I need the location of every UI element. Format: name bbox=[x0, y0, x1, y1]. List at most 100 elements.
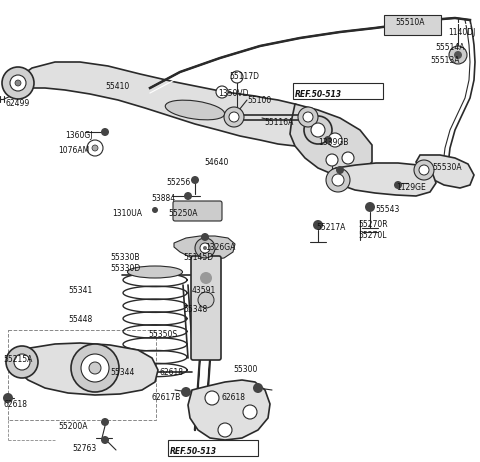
Text: 43591: 43591 bbox=[192, 286, 216, 295]
Text: 55513A: 55513A bbox=[430, 56, 459, 65]
Circle shape bbox=[394, 181, 402, 189]
Text: 1076AM: 1076AM bbox=[58, 146, 89, 155]
Text: 55256: 55256 bbox=[166, 178, 190, 187]
Circle shape bbox=[10, 75, 26, 91]
Text: REF.50-513: REF.50-513 bbox=[170, 447, 217, 456]
Text: 62618: 62618 bbox=[222, 393, 246, 402]
Circle shape bbox=[198, 292, 214, 308]
Circle shape bbox=[184, 192, 192, 200]
Circle shape bbox=[216, 86, 228, 98]
Text: 55530A: 55530A bbox=[432, 163, 462, 172]
Circle shape bbox=[81, 354, 109, 382]
Circle shape bbox=[89, 362, 101, 374]
Circle shape bbox=[152, 207, 158, 213]
Circle shape bbox=[304, 116, 332, 144]
Text: 55270L: 55270L bbox=[358, 231, 386, 240]
Text: 62617B: 62617B bbox=[152, 393, 181, 402]
Text: 55250A: 55250A bbox=[168, 209, 197, 218]
Text: REF.50-513: REF.50-513 bbox=[295, 90, 342, 99]
FancyBboxPatch shape bbox=[293, 83, 383, 99]
Circle shape bbox=[336, 166, 344, 174]
Ellipse shape bbox=[128, 266, 182, 278]
Text: 1310UA: 1310UA bbox=[112, 209, 142, 218]
Text: 62618: 62618 bbox=[160, 368, 184, 377]
Text: 55215A: 55215A bbox=[3, 355, 32, 364]
Circle shape bbox=[328, 133, 342, 147]
Circle shape bbox=[201, 233, 209, 241]
Text: 1326GA: 1326GA bbox=[205, 243, 235, 252]
Text: 55543: 55543 bbox=[375, 205, 399, 214]
Polygon shape bbox=[14, 62, 322, 146]
Circle shape bbox=[224, 107, 244, 127]
Text: 62499: 62499 bbox=[5, 99, 29, 108]
Text: 54640: 54640 bbox=[204, 158, 228, 167]
Circle shape bbox=[332, 174, 344, 186]
Text: 1140DJ: 1140DJ bbox=[448, 28, 475, 37]
Text: 55410: 55410 bbox=[105, 82, 129, 91]
Text: 55145D: 55145D bbox=[183, 253, 213, 262]
Ellipse shape bbox=[165, 100, 225, 120]
Text: 62618: 62618 bbox=[3, 400, 27, 409]
Circle shape bbox=[298, 107, 318, 127]
Circle shape bbox=[71, 344, 119, 392]
Text: 55330D: 55330D bbox=[110, 264, 140, 273]
Circle shape bbox=[326, 154, 338, 166]
Circle shape bbox=[101, 128, 109, 136]
Text: 1129GE: 1129GE bbox=[396, 183, 426, 192]
Circle shape bbox=[15, 80, 21, 86]
Circle shape bbox=[419, 165, 429, 175]
Circle shape bbox=[195, 238, 215, 258]
FancyBboxPatch shape bbox=[384, 15, 441, 35]
Polygon shape bbox=[12, 343, 158, 395]
Text: 55510A: 55510A bbox=[395, 18, 424, 27]
Text: 55448: 55448 bbox=[68, 315, 92, 324]
Circle shape bbox=[181, 387, 191, 397]
Circle shape bbox=[200, 243, 210, 253]
FancyBboxPatch shape bbox=[168, 440, 258, 456]
Circle shape bbox=[449, 46, 467, 64]
Text: 55348: 55348 bbox=[183, 305, 207, 314]
Circle shape bbox=[454, 51, 462, 59]
Text: 1339GB: 1339GB bbox=[318, 138, 348, 147]
Circle shape bbox=[101, 418, 109, 426]
Polygon shape bbox=[290, 104, 372, 176]
Text: 53884: 53884 bbox=[151, 194, 175, 203]
Circle shape bbox=[303, 112, 313, 122]
Circle shape bbox=[87, 140, 103, 156]
Text: 55350S: 55350S bbox=[148, 330, 177, 339]
Circle shape bbox=[218, 423, 232, 437]
Polygon shape bbox=[416, 155, 474, 188]
Circle shape bbox=[243, 405, 257, 419]
Text: 55344: 55344 bbox=[110, 368, 134, 377]
Text: 55330B: 55330B bbox=[110, 253, 140, 262]
Text: 55300: 55300 bbox=[233, 365, 257, 374]
Circle shape bbox=[365, 202, 375, 212]
Circle shape bbox=[205, 391, 219, 405]
Circle shape bbox=[6, 346, 38, 378]
Polygon shape bbox=[188, 380, 270, 440]
Circle shape bbox=[203, 246, 207, 250]
FancyBboxPatch shape bbox=[191, 256, 221, 360]
Circle shape bbox=[101, 436, 109, 444]
Circle shape bbox=[414, 160, 434, 180]
Circle shape bbox=[229, 112, 239, 122]
Circle shape bbox=[311, 123, 325, 137]
Text: 55116A: 55116A bbox=[264, 118, 293, 127]
FancyBboxPatch shape bbox=[173, 201, 222, 221]
FancyBboxPatch shape bbox=[8, 330, 156, 420]
Text: 55514A: 55514A bbox=[435, 43, 465, 52]
Polygon shape bbox=[330, 163, 436, 196]
Text: 55341: 55341 bbox=[68, 286, 92, 295]
Circle shape bbox=[191, 176, 199, 184]
Circle shape bbox=[14, 354, 30, 370]
Circle shape bbox=[342, 152, 354, 164]
Circle shape bbox=[231, 71, 243, 83]
Circle shape bbox=[92, 145, 98, 151]
Circle shape bbox=[313, 220, 323, 230]
Text: 52763: 52763 bbox=[72, 444, 96, 453]
Polygon shape bbox=[174, 236, 235, 260]
Text: 55217A: 55217A bbox=[316, 223, 346, 232]
Text: 55117D: 55117D bbox=[229, 72, 259, 81]
Circle shape bbox=[253, 383, 263, 393]
Text: 55200A: 55200A bbox=[58, 422, 87, 431]
